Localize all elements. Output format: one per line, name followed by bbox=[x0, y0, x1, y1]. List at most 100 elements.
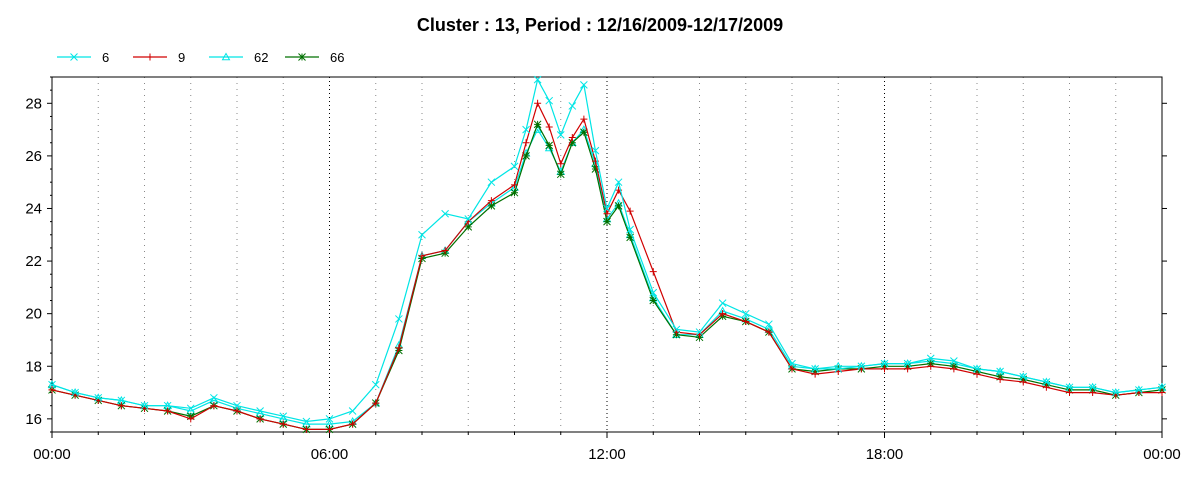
data-point-9 bbox=[1042, 383, 1050, 391]
axes bbox=[47, 76, 1167, 438]
legend-item-62: 62 bbox=[209, 50, 268, 65]
data-point-6 bbox=[718, 299, 727, 308]
data-point-9 bbox=[233, 407, 241, 415]
data-point-6 bbox=[348, 407, 357, 415]
data-point-6 bbox=[672, 325, 681, 334]
data-point-6 bbox=[487, 178, 496, 187]
data-point-6 bbox=[926, 354, 935, 363]
data-point-9 bbox=[1158, 389, 1166, 397]
data-point-6 bbox=[140, 401, 149, 410]
data-point-9 bbox=[904, 365, 912, 373]
y-tick-label: 22 bbox=[25, 253, 42, 270]
data-point-9 bbox=[349, 420, 357, 428]
data-point-9 bbox=[580, 115, 588, 123]
legend-marker bbox=[298, 53, 306, 61]
data-point-6 bbox=[834, 365, 843, 373]
data-point-6 bbox=[996, 367, 1004, 376]
legend-label: 9 bbox=[178, 50, 185, 65]
data-point-6 bbox=[533, 75, 542, 84]
data-point-6 bbox=[94, 393, 103, 402]
legend-item-66: 66 bbox=[285, 50, 344, 65]
data-point-6 bbox=[649, 288, 658, 297]
data-point-9 bbox=[1089, 389, 1097, 397]
data-point-66 bbox=[487, 201, 496, 210]
data-point-9 bbox=[522, 139, 530, 147]
data-point-9 bbox=[164, 407, 172, 415]
data-point-66 bbox=[545, 141, 554, 150]
data-point-66 bbox=[464, 223, 473, 231]
data-point-6 bbox=[880, 359, 889, 368]
legend-marker bbox=[70, 53, 78, 61]
data-point-6 bbox=[1111, 388, 1120, 397]
data-point-9 bbox=[302, 425, 310, 433]
data-point-9 bbox=[372, 399, 380, 407]
data-point-66 bbox=[603, 217, 611, 226]
data-point-6 bbox=[788, 359, 796, 368]
data-point-6 bbox=[1088, 383, 1097, 392]
y-tick-label: 24 bbox=[25, 200, 42, 217]
data-point-6 bbox=[71, 388, 79, 397]
data-point-6 bbox=[163, 401, 172, 410]
data-point-9 bbox=[788, 365, 796, 373]
grid-lines bbox=[97, 77, 1117, 432]
data-point-9 bbox=[511, 181, 518, 189]
legend-marker bbox=[146, 53, 154, 61]
series-line-62 bbox=[51, 128, 1163, 425]
legend: 6 9 62 66 bbox=[57, 50, 344, 65]
x-tick-label: 06:00 bbox=[311, 446, 349, 463]
series-9 bbox=[48, 99, 1166, 433]
x-tick-label: 00:00 bbox=[1143, 446, 1181, 463]
data-point-9 bbox=[534, 99, 542, 107]
legend-marker bbox=[221, 52, 231, 61]
data-point-6 bbox=[186, 404, 195, 413]
chart-title: Cluster : 13, Period : 12/16/2009-12/17/… bbox=[417, 15, 783, 35]
data-point-9 bbox=[441, 247, 449, 255]
data-point-9 bbox=[568, 133, 576, 141]
data-point-9 bbox=[395, 344, 403, 352]
data-point-6 bbox=[117, 396, 126, 405]
data-point-6 bbox=[464, 215, 473, 223]
data-point-66 bbox=[568, 138, 577, 147]
data-point-6 bbox=[1042, 378, 1051, 386]
data-point-66 bbox=[522, 152, 530, 160]
data-point-9 bbox=[187, 415, 195, 423]
series-line-9 bbox=[51, 101, 1162, 430]
data-point-66 bbox=[580, 128, 588, 137]
data-point-66 bbox=[626, 233, 634, 242]
data-point-6 bbox=[857, 362, 866, 371]
data-point-6 bbox=[1158, 383, 1166, 392]
data-point-6 bbox=[279, 412, 288, 421]
data-point-6 bbox=[371, 380, 380, 389]
data-point-9 bbox=[881, 365, 888, 373]
y-tick-label: 16 bbox=[25, 411, 42, 428]
data-point-6 bbox=[950, 357, 958, 365]
data-point-6 bbox=[591, 146, 600, 155]
data-point-9 bbox=[811, 370, 819, 378]
data-point-66 bbox=[614, 201, 623, 210]
data-point-6 bbox=[441, 209, 449, 218]
data-point-9 bbox=[418, 252, 426, 260]
data-point-6 bbox=[210, 393, 218, 402]
legend-item-6: 6 bbox=[57, 50, 109, 65]
data-point-66 bbox=[591, 165, 600, 173]
data-point-9 bbox=[649, 268, 657, 276]
data-point-6 bbox=[741, 309, 750, 318]
data-point-6 bbox=[510, 162, 519, 171]
legend-label: 66 bbox=[330, 50, 344, 65]
data-point-9 bbox=[950, 365, 958, 373]
data-point-66 bbox=[510, 188, 519, 197]
data-point-6 bbox=[626, 225, 634, 234]
data-point-9 bbox=[210, 402, 218, 410]
data-point-9 bbox=[256, 415, 264, 423]
data-point-6 bbox=[233, 401, 241, 410]
series-66 bbox=[48, 120, 1166, 434]
data-point-9 bbox=[1066, 389, 1073, 397]
data-point-6 bbox=[522, 125, 530, 134]
data-point-9 bbox=[326, 425, 333, 433]
y-tick-label: 18 bbox=[25, 358, 42, 375]
data-point-9 bbox=[719, 310, 727, 318]
data-point-6 bbox=[256, 407, 264, 415]
data-point-6 bbox=[325, 414, 334, 423]
data-point-9 bbox=[279, 420, 287, 428]
